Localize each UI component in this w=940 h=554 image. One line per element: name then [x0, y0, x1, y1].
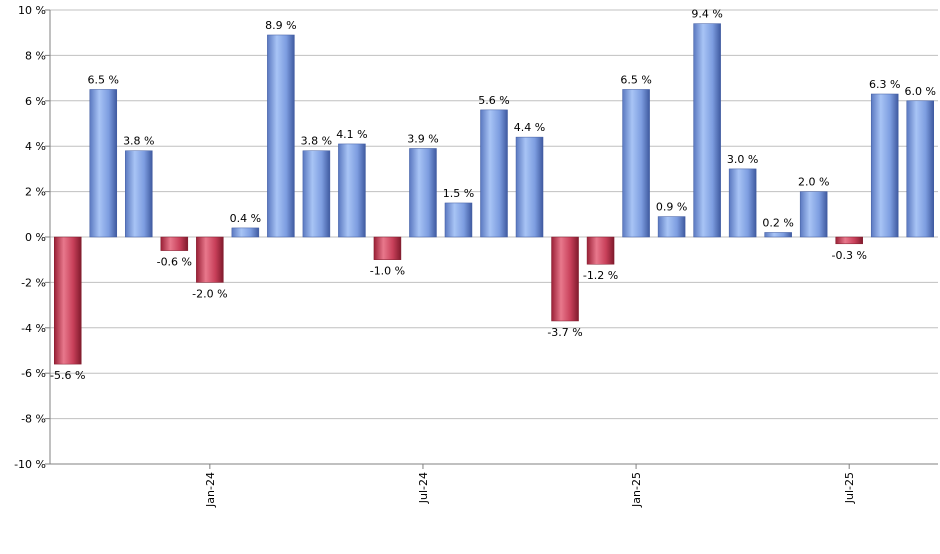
data-label: 8.9 %: [265, 19, 296, 32]
bar: [480, 109, 508, 238]
bar: [125, 150, 153, 238]
y-tick-label: -8 %: [21, 413, 46, 426]
x-tick-label: Jul-24: [417, 472, 430, 504]
y-tick-label: 2 %: [25, 186, 46, 199]
y-tick-label: 6 %: [25, 95, 46, 108]
x-tick-label: Jul-25: [843, 472, 856, 504]
y-tick-label: 4 %: [25, 140, 46, 153]
bar: [338, 143, 366, 238]
data-label: 1.5 %: [443, 187, 474, 200]
data-label: 2.0 %: [798, 176, 829, 189]
bar: [728, 168, 757, 238]
bar: [657, 216, 686, 238]
bar: [160, 236, 189, 251]
data-label: 6.3 %: [869, 78, 900, 91]
bar: [764, 232, 792, 238]
bar: [231, 227, 260, 238]
data-label: -2.0 %: [192, 287, 227, 300]
data-label: 3.8 %: [123, 135, 154, 148]
data-label: 3.8 %: [301, 135, 332, 148]
data-label: 0.4 %: [230, 212, 261, 225]
data-label: 3.9 %: [407, 132, 438, 145]
y-axis-tick-labels: -10 % -8 % -6 % -4 % -2 % 0 % 2 % 4 % 6 % 8 % 10 %: [14, 4, 46, 471]
y-tick-label: 0 %: [25, 231, 46, 244]
data-label: -1.2 %: [583, 269, 618, 282]
bar: [409, 148, 437, 238]
data-labels: -5.6 % 6.5 % 3.8 % -0.6 % -2.0 % 0.4 % 8.9 % 3.…: [50, 8, 936, 382]
bar: [444, 202, 473, 238]
y-tick-label: -2 %: [21, 276, 46, 289]
axes: [45, 9, 938, 469]
bar: [551, 236, 579, 322]
data-label: -1.0 %: [370, 265, 405, 278]
y-tick-label: -4 %: [21, 322, 46, 335]
bar: [515, 136, 544, 238]
data-label: -0.3 %: [831, 249, 866, 262]
bar: [89, 89, 118, 238]
bar: [54, 236, 82, 365]
bar: [196, 236, 224, 283]
data-label: 0.2 %: [762, 216, 793, 229]
y-tick-label: -6 %: [21, 367, 46, 380]
bar: [267, 34, 295, 238]
data-label: 4.1 %: [336, 128, 367, 141]
data-label: -5.6 %: [50, 369, 85, 382]
data-label: 5.6 %: [478, 94, 509, 107]
bar: [373, 236, 402, 260]
data-label: 6.5 %: [620, 73, 651, 86]
data-label: 6.0 %: [905, 85, 936, 98]
bar: [302, 150, 331, 238]
y-tick-label: 8 %: [25, 49, 46, 62]
y-tick-label: 10 %: [18, 4, 46, 17]
x-tick-label: Jan-25: [630, 472, 643, 508]
bars: [54, 23, 934, 365]
x-axis-tick-labels: Jan-24 Jul-24 Jan-25 Jul-25: [204, 472, 856, 508]
data-label: 4.4 %: [514, 121, 545, 134]
x-tick-label: Jan-24: [204, 472, 217, 508]
data-label: -0.6 %: [157, 256, 192, 269]
data-label: 6.5 %: [88, 73, 119, 86]
bar: [835, 236, 863, 245]
data-label: 3.0 %: [727, 153, 758, 166]
bar: [586, 236, 615, 265]
bar: [693, 23, 721, 238]
bar: [799, 191, 828, 238]
data-label: -3.7 %: [547, 326, 582, 339]
bar: [906, 100, 934, 238]
bar: [870, 93, 899, 238]
data-label: 0.9 %: [656, 201, 687, 214]
y-tick-label: -10 %: [14, 458, 46, 471]
bar: [622, 89, 650, 238]
data-label: 9.4 %: [691, 8, 722, 21]
